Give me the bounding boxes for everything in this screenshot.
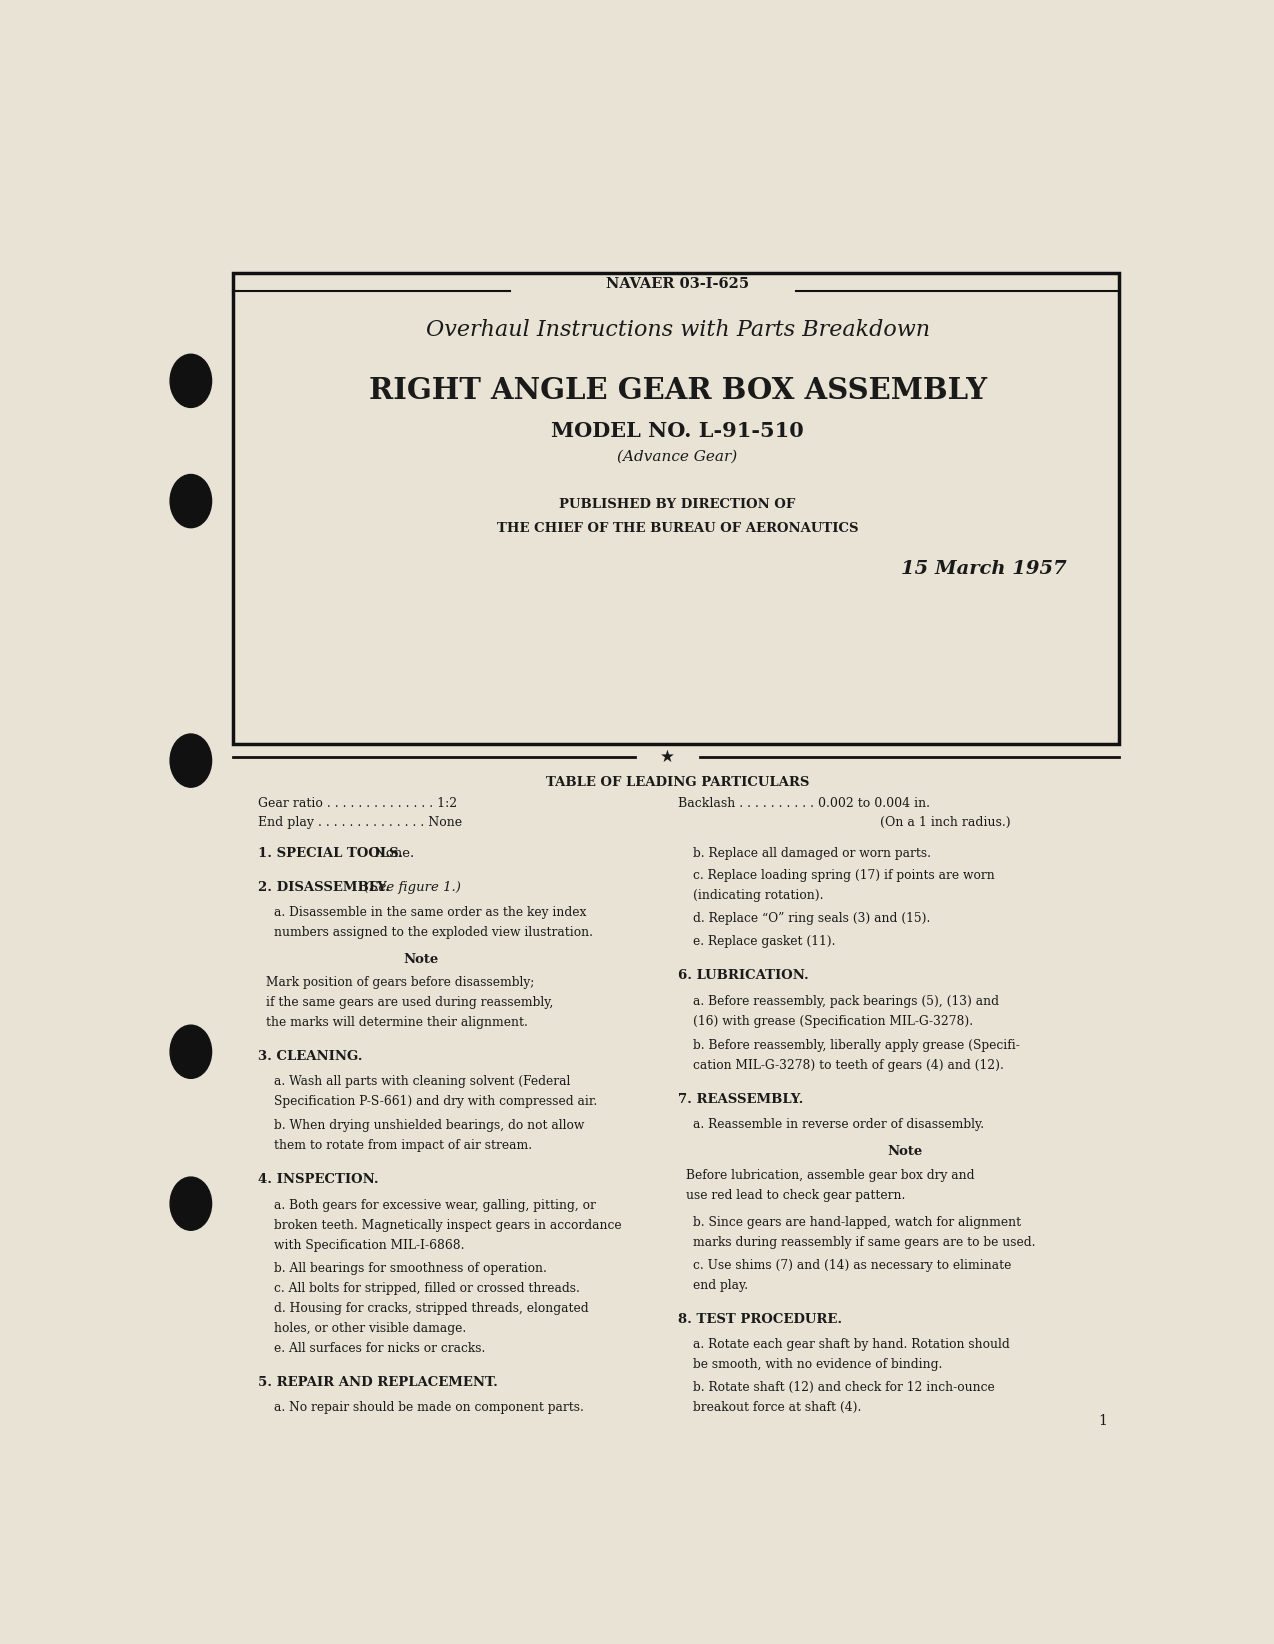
Text: use red lead to check gear pattern.: use red lead to check gear pattern. bbox=[685, 1189, 905, 1202]
Text: Backlash . . . . . . . . . . 0.002 to 0.004 in.: Backlash . . . . . . . . . . 0.002 to 0.… bbox=[678, 797, 930, 810]
Text: Specification P-S-661) and dry with compressed air.: Specification P-S-661) and dry with comp… bbox=[274, 1095, 598, 1108]
Text: Note: Note bbox=[887, 1146, 922, 1157]
Text: RIGHT ANGLE GEAR BOX ASSEMBLY: RIGHT ANGLE GEAR BOX ASSEMBLY bbox=[368, 376, 986, 406]
Text: marks during reassembly if same gears are to be used.: marks during reassembly if same gears ar… bbox=[693, 1236, 1036, 1249]
Text: d. Housing for cracks, stripped threads, elongated: d. Housing for cracks, stripped threads,… bbox=[274, 1302, 589, 1315]
Text: (16) with grease (Specification MIL-G-3278).: (16) with grease (Specification MIL-G-32… bbox=[693, 1014, 973, 1028]
Text: b. Since gears are hand-lapped, watch for alignment: b. Since gears are hand-lapped, watch fo… bbox=[693, 1217, 1022, 1230]
Text: 4. INSPECTION.: 4. INSPECTION. bbox=[257, 1174, 378, 1187]
Text: None.: None. bbox=[371, 847, 414, 860]
Text: PUBLISHED BY DIRECTION OF: PUBLISHED BY DIRECTION OF bbox=[559, 498, 796, 511]
Text: Note: Note bbox=[404, 954, 438, 967]
Text: them to rotate from impact of air stream.: them to rotate from impact of air stream… bbox=[274, 1139, 533, 1152]
Text: b. Replace all damaged or worn parts.: b. Replace all damaged or worn parts. bbox=[693, 847, 931, 860]
Text: 1: 1 bbox=[1098, 1414, 1107, 1427]
Text: a. Disassemble in the same order as the key index: a. Disassemble in the same order as the … bbox=[274, 906, 586, 919]
Text: 15 March 1957: 15 March 1957 bbox=[901, 561, 1066, 579]
Text: c. Use shims (7) and (14) as necessary to eliminate: c. Use shims (7) and (14) as necessary t… bbox=[693, 1259, 1012, 1272]
Text: (On a 1 inch radius.): (On a 1 inch radius.) bbox=[880, 815, 1010, 829]
Text: Overhaul Instructions with Parts Breakdown: Overhaul Instructions with Parts Breakdo… bbox=[426, 319, 930, 342]
Text: (Advance Gear): (Advance Gear) bbox=[618, 450, 738, 464]
Text: NAVAER 03-I-625: NAVAER 03-I-625 bbox=[606, 276, 749, 291]
Text: Before lubrication, assemble gear box dry and: Before lubrication, assemble gear box dr… bbox=[685, 1169, 975, 1182]
Text: c. Replace loading spring (17) if points are worn: c. Replace loading spring (17) if points… bbox=[693, 870, 995, 883]
Bar bbox=[233, 273, 1119, 745]
Text: holes, or other visible damage.: holes, or other visible damage. bbox=[274, 1322, 466, 1335]
Text: b. All bearings for smoothness of operation.: b. All bearings for smoothness of operat… bbox=[274, 1261, 547, 1274]
Text: b. Rotate shaft (12) and check for 12 inch-ounce: b. Rotate shaft (12) and check for 12 in… bbox=[693, 1381, 995, 1394]
Text: 5. REPAIR AND REPLACEMENT.: 5. REPAIR AND REPLACEMENT. bbox=[257, 1376, 498, 1389]
Text: TABLE OF LEADING PARTICULARS: TABLE OF LEADING PARTICULARS bbox=[547, 776, 809, 789]
Text: e. All surfaces for nicks or cracks.: e. All surfaces for nicks or cracks. bbox=[274, 1342, 485, 1355]
Text: a. Before reassembly, pack bearings (5), (13) and: a. Before reassembly, pack bearings (5),… bbox=[693, 995, 999, 1008]
Text: breakout force at shaft (4).: breakout force at shaft (4). bbox=[693, 1401, 861, 1414]
Text: a. No repair should be made on component parts.: a. No repair should be made on component… bbox=[274, 1401, 583, 1414]
Text: a. Reassemble in reverse order of disassembly.: a. Reassemble in reverse order of disass… bbox=[693, 1118, 985, 1131]
Text: if the same gears are used during reassembly,: if the same gears are used during reasse… bbox=[266, 996, 553, 1009]
Text: with Specification MIL-I-6868.: with Specification MIL-I-6868. bbox=[274, 1240, 464, 1251]
Text: Gear ratio . . . . . . . . . . . . . . 1:2: Gear ratio . . . . . . . . . . . . . . 1… bbox=[257, 797, 457, 810]
Text: ★: ★ bbox=[660, 748, 675, 766]
Circle shape bbox=[171, 475, 211, 528]
Text: (See figure 1.): (See figure 1.) bbox=[361, 881, 461, 894]
Text: MODEL NO. L-91-510: MODEL NO. L-91-510 bbox=[552, 421, 804, 442]
Circle shape bbox=[171, 353, 211, 408]
Text: 3. CLEANING.: 3. CLEANING. bbox=[257, 1049, 363, 1062]
Text: 1. SPECIAL TOOLS.: 1. SPECIAL TOOLS. bbox=[257, 847, 403, 860]
Text: numbers assigned to the exploded view ilustration.: numbers assigned to the exploded view il… bbox=[274, 926, 592, 939]
Text: the marks will determine their alignment.: the marks will determine their alignment… bbox=[266, 1016, 527, 1029]
Text: b. Before reassembly, liberally apply grease (Specifi-: b. Before reassembly, liberally apply gr… bbox=[693, 1039, 1020, 1052]
Text: end play.: end play. bbox=[693, 1279, 749, 1292]
Text: a. Both gears for excessive wear, galling, pitting, or: a. Both gears for excessive wear, gallin… bbox=[274, 1198, 596, 1212]
Circle shape bbox=[171, 733, 211, 787]
Text: a. Wash all parts with cleaning solvent (Federal: a. Wash all parts with cleaning solvent … bbox=[274, 1075, 571, 1088]
Text: 7. REASSEMBLY.: 7. REASSEMBLY. bbox=[678, 1093, 803, 1106]
Text: a. Rotate each gear shaft by hand. Rotation should: a. Rotate each gear shaft by hand. Rotat… bbox=[693, 1338, 1010, 1351]
Text: (indicating rotation).: (indicating rotation). bbox=[693, 889, 824, 903]
Text: 8. TEST PROCEDURE.: 8. TEST PROCEDURE. bbox=[678, 1312, 842, 1325]
Text: d. Replace “O” ring seals (3) and (15).: d. Replace “O” ring seals (3) and (15). bbox=[693, 912, 931, 926]
Text: broken teeth. Magnetically inspect gears in accordance: broken teeth. Magnetically inspect gears… bbox=[274, 1218, 622, 1231]
Text: cation MIL-G-3278) to teeth of gears (4) and (12).: cation MIL-G-3278) to teeth of gears (4)… bbox=[693, 1059, 1004, 1072]
Text: End play . . . . . . . . . . . . . . None: End play . . . . . . . . . . . . . . Non… bbox=[257, 815, 462, 829]
Text: THE CHIEF OF THE BUREAU OF AERONAUTICS: THE CHIEF OF THE BUREAU OF AERONAUTICS bbox=[497, 523, 859, 536]
Text: 6. LUBRICATION.: 6. LUBRICATION. bbox=[678, 968, 809, 981]
Circle shape bbox=[171, 1026, 211, 1078]
Text: c. All bolts for stripped, filled or crossed threads.: c. All bolts for stripped, filled or cro… bbox=[274, 1282, 580, 1294]
Circle shape bbox=[171, 1177, 211, 1230]
Text: Mark position of gears before disassembly;: Mark position of gears before disassembl… bbox=[266, 975, 534, 988]
Text: e. Replace gasket (11).: e. Replace gasket (11). bbox=[693, 935, 836, 949]
Text: b. When drying unshielded bearings, do not allow: b. When drying unshielded bearings, do n… bbox=[274, 1120, 585, 1133]
Text: 2. DISASSEMBLY.: 2. DISASSEMBLY. bbox=[257, 881, 390, 894]
Text: be smooth, with no evidence of binding.: be smooth, with no evidence of binding. bbox=[693, 1358, 943, 1371]
